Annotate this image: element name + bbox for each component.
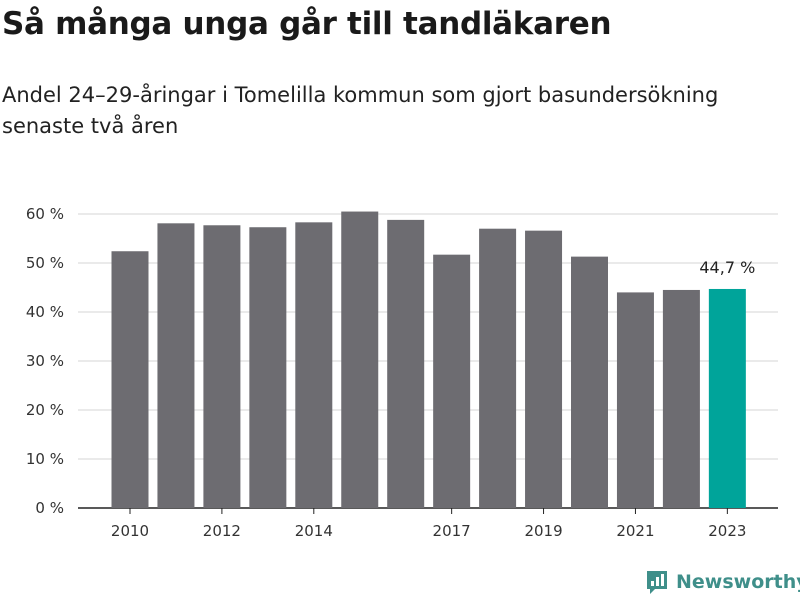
data-label-2023: 44,7 % (699, 258, 755, 277)
bar-2012 (203, 225, 241, 508)
chart-subtitle: Andel 24–29-åringar i Tomelilla kommun s… (2, 83, 719, 138)
bar-2018 (479, 228, 517, 508)
x-tick-label: 2014 (295, 522, 333, 540)
x-tick-label: 2010 (111, 522, 149, 540)
bar-2022 (662, 289, 700, 508)
y-tick-label: 20 % (26, 401, 64, 419)
bar-2014 (295, 222, 333, 508)
x-tick-label: 2023 (708, 522, 746, 540)
x-tick-label: 2012 (203, 522, 241, 540)
bar-2023 (708, 288, 746, 508)
bar-2021 (616, 292, 654, 508)
x-tick-label: 2021 (616, 522, 654, 540)
bar-2013 (249, 227, 287, 509)
y-tick-label: 0 % (35, 499, 64, 517)
y-tick-label: 40 % (26, 303, 64, 321)
y-tick-label: 10 % (26, 450, 64, 468)
newsworthy-logo: Newsworthy (645, 569, 800, 595)
y-tick-label: 30 % (26, 352, 64, 370)
x-tick-label: 2019 (524, 522, 562, 540)
bar-2011 (157, 223, 195, 508)
bar-2016 (387, 219, 425, 508)
bar-2020 (571, 256, 608, 508)
y-tick-label: 50 % (26, 254, 64, 272)
y-tick-label: 60 % (26, 205, 64, 223)
bar-2019 (525, 230, 563, 508)
x-tick-label: 2017 (433, 522, 471, 540)
newsworthy-icon (647, 571, 667, 594)
brand-name: Newsworthy (676, 571, 800, 593)
bar-2015 (341, 211, 379, 509)
chart-title: Så många unga går till tandläkaren (2, 6, 612, 42)
bar-chart: 0 % 10 % 20 % 30 % 40 % 50 % 60 % 2010 2012 2014… (26, 205, 778, 540)
bar-2010 (111, 251, 149, 509)
bar-2017 (433, 254, 471, 508)
